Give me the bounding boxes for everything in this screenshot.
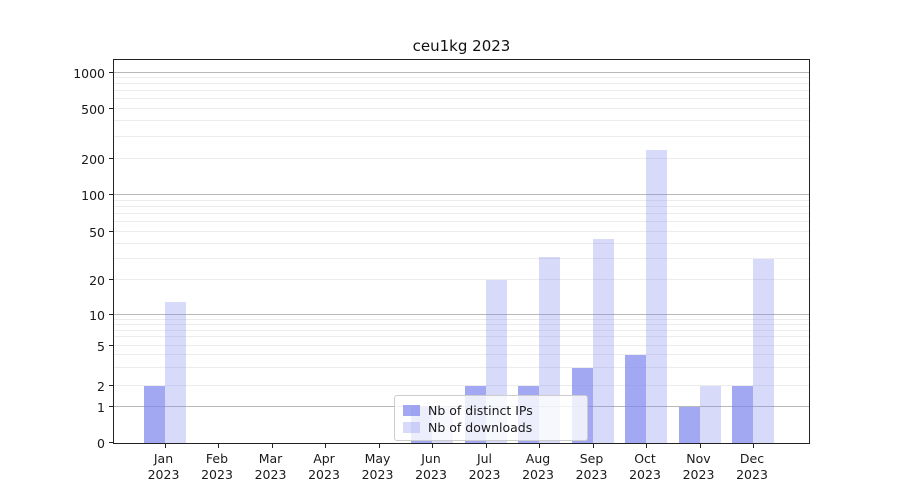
gridline-300 xyxy=(114,135,809,137)
x-tick xyxy=(271,444,273,448)
y-tick xyxy=(109,71,113,73)
x-tick-label-dec: Dec 2023 xyxy=(736,451,768,482)
gridline-10 xyxy=(114,314,809,315)
bar-downloads-sep xyxy=(592,238,614,443)
legend-label-downloads: Nb of downloads xyxy=(428,420,533,435)
y-tick-label: 100 xyxy=(81,188,105,203)
gridline-8 xyxy=(114,323,809,325)
y-tick xyxy=(109,108,113,109)
y-tick xyxy=(109,279,113,280)
x-tick-label-may: May 2023 xyxy=(361,451,394,482)
gridline-900 xyxy=(114,77,809,79)
gridline-60 xyxy=(114,221,809,223)
x-tick xyxy=(646,444,647,448)
x-tick xyxy=(699,444,701,448)
x-tick-label-oct: Oct 2023 xyxy=(629,451,661,482)
x-tick xyxy=(164,444,166,448)
x-tick-label-jun: Jun 2023 xyxy=(415,451,447,482)
x-tick xyxy=(432,444,433,448)
legend-label-distinct-ips: Nb of distinct IPs xyxy=(428,403,533,418)
gridline-7 xyxy=(114,329,809,331)
gridline-20 xyxy=(114,279,809,280)
legend: Nb of distinct IPs Nb of downloads xyxy=(394,395,588,441)
gridline-70 xyxy=(114,213,809,215)
gridline-9 xyxy=(114,318,809,320)
gridline-2 xyxy=(114,385,809,386)
legend-row-downloads: Nb of downloads xyxy=(403,419,579,436)
y-tick xyxy=(109,442,113,443)
x-tick xyxy=(592,444,594,448)
gridline-200 xyxy=(114,157,809,159)
y-tick-label: 50 xyxy=(89,225,105,240)
x-tick-label-aug: Aug 2023 xyxy=(522,451,554,482)
gridline-800 xyxy=(114,83,809,85)
plot-area: Nb of distinct IPs Nb of downloads xyxy=(109,59,810,448)
y-tick-label: 10 xyxy=(89,308,105,323)
bar-downloads-oct xyxy=(646,150,667,443)
y-tick xyxy=(109,344,113,346)
bar-downloads-jan xyxy=(164,301,186,443)
x-tick-label-nov: Nov 2023 xyxy=(682,451,715,482)
gridline-1000 xyxy=(114,71,809,73)
y-tick-label: 500 xyxy=(81,102,105,117)
y-tick-label: 0 xyxy=(97,436,105,451)
y-tick xyxy=(109,231,113,232)
x-tick xyxy=(378,444,380,448)
y-tick xyxy=(109,157,113,159)
y-tick xyxy=(109,194,113,195)
x-tick xyxy=(539,444,540,448)
x-tick xyxy=(485,444,487,448)
bar-downloads-nov xyxy=(699,386,721,443)
gridline-90 xyxy=(114,199,809,201)
gridline-600 xyxy=(114,98,809,100)
y-tick xyxy=(109,314,113,315)
bar-distinct-ips-jan xyxy=(143,386,165,443)
bar-distinct-ips-dec xyxy=(732,386,753,443)
grid-layer xyxy=(114,60,809,443)
gridline-100 xyxy=(114,194,809,195)
x-tick-label-sep: Sep 2023 xyxy=(575,451,608,482)
gridline-50 xyxy=(114,231,809,232)
gridline-4 xyxy=(114,354,809,356)
bar-downloads-dec xyxy=(753,258,774,443)
gridline-3 xyxy=(114,367,809,369)
x-tick xyxy=(218,444,219,448)
y-tick-label: 2 xyxy=(97,379,105,394)
legend-swatch-downloads-icon xyxy=(403,422,420,433)
x-tick xyxy=(753,444,754,448)
gridline-40 xyxy=(114,242,809,244)
x-tick-label-mar: Mar 2023 xyxy=(254,451,287,482)
legend-row-distinct-ips: Nb of distinct IPs xyxy=(403,402,579,419)
gridline-400 xyxy=(114,120,809,122)
legend-swatch-distinct-ips-icon xyxy=(403,405,420,416)
tick-layer xyxy=(109,60,809,448)
y-tick-label: 1000 xyxy=(73,65,105,81)
gridline-700 xyxy=(114,90,809,92)
x-tick-label-jan: Jan 2023 xyxy=(147,451,180,482)
y-tick xyxy=(109,385,113,386)
bar-distinct-ips-oct xyxy=(625,355,646,443)
y-tick-label: 200 xyxy=(81,151,105,167)
gridline-6 xyxy=(114,336,809,338)
y-tick-label: 1 xyxy=(97,399,105,415)
y-tick-label: 5 xyxy=(97,338,105,354)
y-tick-label: 20 xyxy=(89,273,105,288)
gridline-30 xyxy=(114,257,809,259)
x-tick-label-apr: Apr 2023 xyxy=(308,451,340,482)
gridline-5 xyxy=(114,344,809,346)
gridline-80 xyxy=(114,205,809,207)
x-tick xyxy=(325,444,326,448)
y-tick xyxy=(109,405,113,407)
x-tick-label-jul: Jul 2023 xyxy=(468,451,501,482)
bar-distinct-ips-nov xyxy=(678,406,700,443)
chart-title: ceu1kg 2023 xyxy=(412,37,511,55)
x-tick-label-feb: Feb 2023 xyxy=(201,451,233,482)
gridline-500 xyxy=(114,108,809,109)
